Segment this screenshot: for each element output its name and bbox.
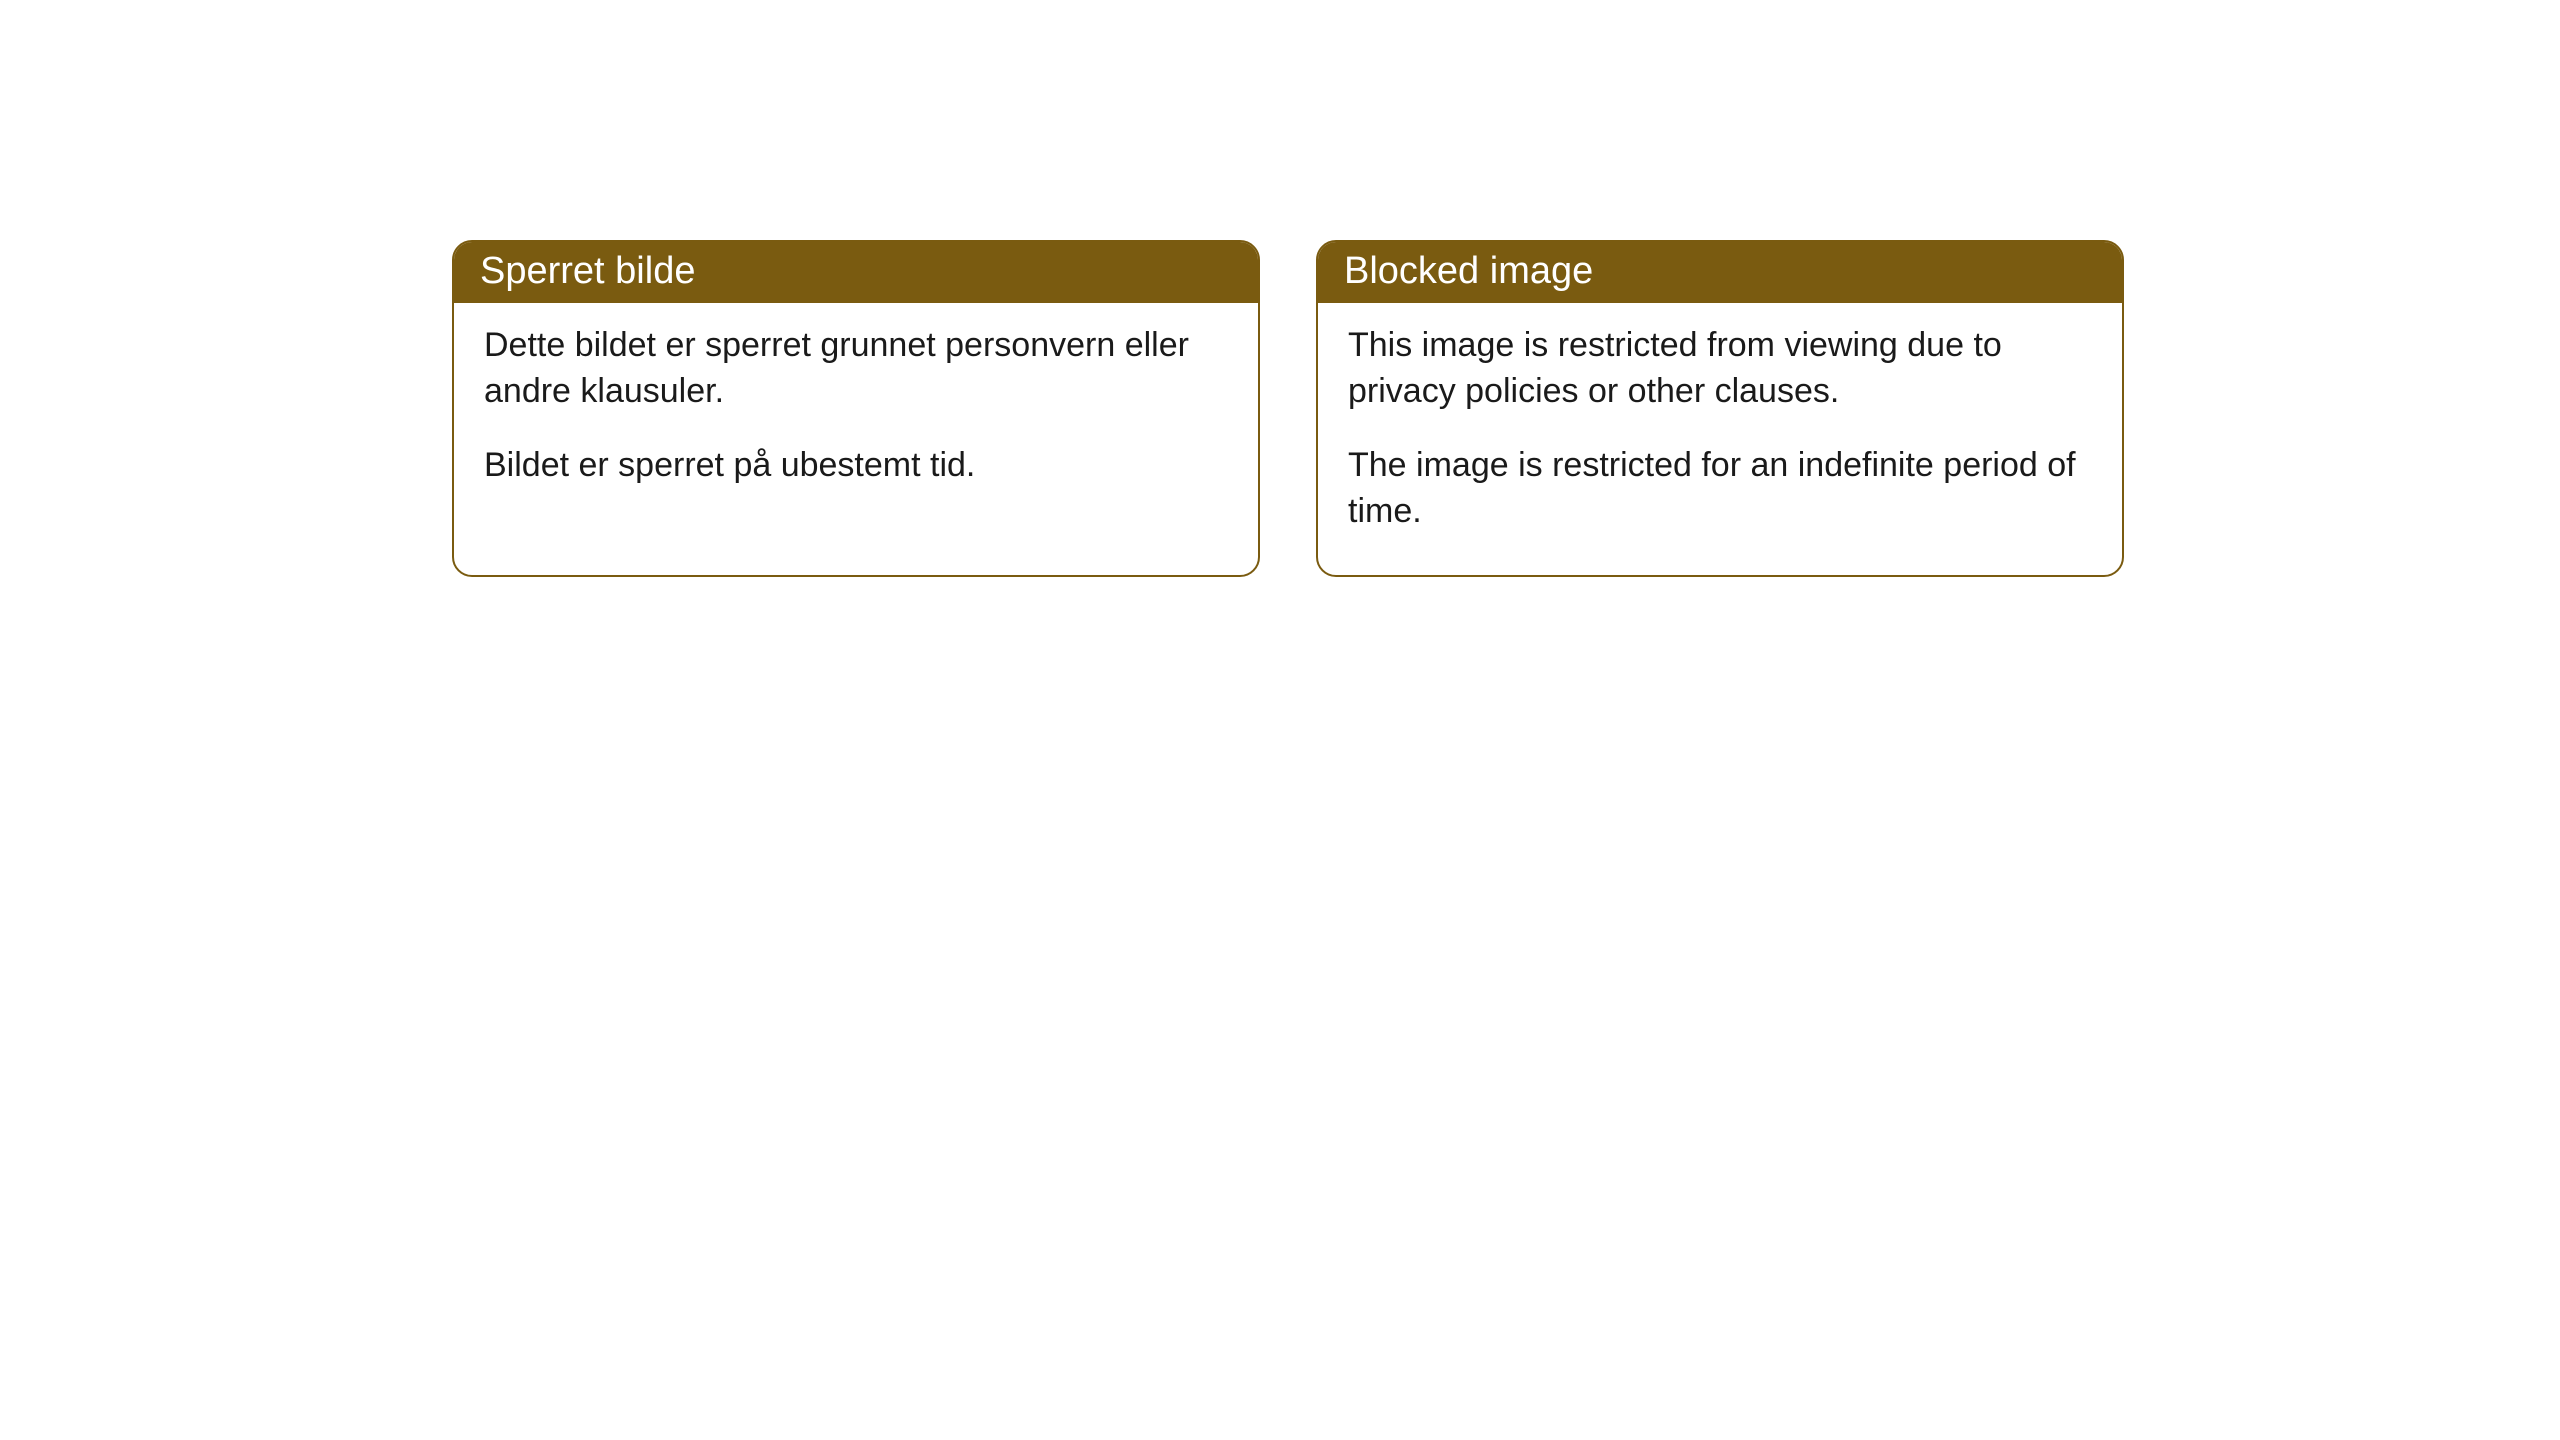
card-title: Blocked image [1344,250,1593,292]
notice-cards-container: Sperret bilde Dette bildet er sperret gr… [452,240,2124,577]
card-title: Sperret bilde [480,250,695,292]
card-paragraph-1: This image is restricted from viewing du… [1348,323,2092,415]
card-header: Sperret bilde [454,242,1258,303]
card-body: Dette bildet er sperret grunnet personve… [454,303,1258,529]
card-paragraph-2: The image is restricted for an indefinit… [1348,443,2092,535]
card-header: Blocked image [1318,242,2122,303]
notice-card-norwegian: Sperret bilde Dette bildet er sperret gr… [452,240,1260,577]
card-body: This image is restricted from viewing du… [1318,303,2122,575]
notice-card-english: Blocked image This image is restricted f… [1316,240,2124,577]
card-paragraph-1: Dette bildet er sperret grunnet personve… [484,323,1228,415]
card-paragraph-2: Bildet er sperret på ubestemt tid. [484,443,1228,489]
